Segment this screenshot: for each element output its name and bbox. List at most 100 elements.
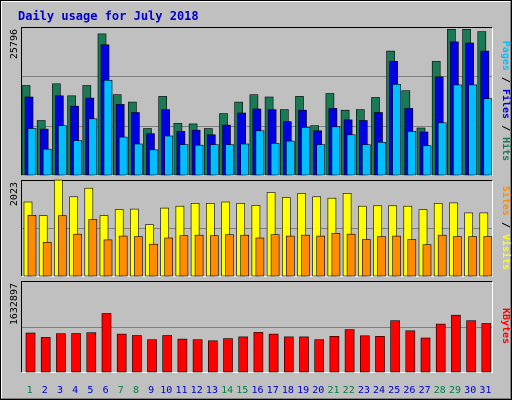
bar-pages-day-3 (58, 125, 67, 176)
bar-sites-day-16 (255, 237, 265, 277)
bar-pages-day-5 (88, 118, 98, 176)
bar-sites-day-25 (392, 235, 401, 277)
x-tick-label-day-22: 22 (343, 385, 355, 396)
x-tick-label-day-24: 24 (373, 385, 385, 396)
bar-kbytes-day-23 (359, 335, 370, 373)
bar-kbytes-day-3 (56, 333, 66, 373)
bar-sites-day-2 (42, 242, 52, 277)
x-tick-label-day-5: 5 (87, 385, 93, 396)
bar-kbytes-day-9 (147, 339, 157, 373)
bar-kbytes-day-30 (466, 320, 476, 373)
bar-pages-day-8 (134, 143, 143, 176)
bar-kbytes-day-29 (451, 314, 461, 373)
bar-sites-day-8 (134, 236, 143, 277)
bar-sites-day-4 (73, 233, 82, 277)
x-tick-label-day-17: 17 (267, 385, 279, 396)
plot-border-light-middle (21, 180, 493, 277)
bar-kbytes-day-31 (481, 323, 492, 373)
bar-sites-day-21 (331, 233, 341, 277)
bar-kbytes-day-14 (223, 338, 233, 373)
legend-separator: / (500, 216, 511, 234)
bar-sites-day-18 (285, 235, 295, 277)
x-tick-label-day-1: 1 (27, 385, 33, 396)
chart-title: Daily usage for July 2018 (18, 9, 199, 23)
bar-kbytes-day-1 (25, 332, 36, 373)
plot-border-dark-top (21, 27, 493, 176)
bar-sites-day-27 (422, 244, 432, 277)
max-value-label-top: 25796 (9, 29, 20, 59)
x-tick-label-day-18: 18 (282, 385, 294, 396)
x-tick-label-day-14: 14 (221, 385, 233, 396)
x-tick-label-day-4: 4 (72, 385, 78, 396)
x-tick-label-day-29: 29 (449, 385, 461, 396)
x-tick-label-day-19: 19 (297, 385, 309, 396)
bar-sites-day-20 (316, 235, 326, 277)
panel-bottom: 1632897 KBytes (9, 281, 511, 373)
legend-item-pages: Pages (500, 41, 511, 71)
bar-sites-day-22 (346, 233, 356, 277)
bar-sites-day-14 (225, 234, 234, 277)
x-tick-label-day-13: 13 (206, 385, 218, 396)
bar-sites-day-23 (361, 239, 371, 277)
bar-sites-day-29 (453, 236, 462, 277)
bar-kbytes-day-2 (40, 337, 51, 373)
plot-border-light-top (21, 27, 493, 176)
bar-sites-day-17 (270, 234, 280, 277)
x-tick-label-day-26: 26 (403, 385, 415, 396)
bar-sites-day-12 (194, 234, 204, 277)
legend-item-sites: Sites (500, 186, 512, 216)
bar-kbytes-day-7 (116, 333, 127, 373)
bar-kbytes-day-6 (101, 313, 112, 373)
bar-sites-day-31 (483, 236, 493, 277)
bar-sites-day-11 (179, 235, 189, 277)
bar-sites-day-15 (240, 234, 249, 277)
bar-pages-day-4 (73, 140, 82, 176)
bar-pages-day-21 (331, 126, 341, 176)
legend-middle: Sites / Visits (500, 186, 512, 270)
bar-kbytes-day-11 (177, 338, 188, 373)
bar-pages-day-15 (240, 143, 249, 176)
bar-pages-day-30 (468, 84, 477, 176)
x-tick-label-day-12: 12 (191, 385, 203, 396)
bar-pages-day-28 (437, 122, 447, 176)
max-value-label-middle: 2023 (9, 182, 20, 206)
bar-kbytes-day-4 (71, 333, 81, 373)
bar-pages-day-24 (377, 142, 386, 176)
bar-sites-day-5 (88, 219, 98, 277)
legend-item-files: Files (500, 89, 512, 119)
bar-pages-day-10 (164, 135, 173, 176)
x-tick-label-day-6: 6 (103, 385, 109, 396)
x-tick-label-day-27: 27 (419, 385, 431, 396)
bar-sites-day-10 (164, 237, 173, 277)
legend-item-kbytes: KBytes (500, 308, 511, 344)
bar-pages-day-11 (179, 144, 189, 176)
bar-kbytes-day-25 (390, 320, 400, 373)
bar-pages-day-16 (255, 130, 265, 176)
bar-kbytes-day-15 (238, 336, 248, 373)
plot-border-light-bottom (21, 281, 493, 373)
bar-pages-day-26 (407, 131, 417, 176)
bar-pages-day-19 (301, 127, 310, 176)
bar-kbytes-day-22 (344, 329, 355, 373)
bar-sites-day-30 (468, 236, 477, 277)
bar-sites-day-19 (301, 234, 310, 277)
bar-pages-day-7 (118, 136, 128, 176)
x-tick-label-day-11: 11 (175, 385, 187, 396)
plot-border-dark-bottom (21, 281, 493, 373)
bar-pages-day-20 (316, 144, 326, 176)
bar-sites-day-1 (27, 215, 37, 277)
bar-sites-day-7 (118, 235, 128, 277)
bar-pages-day-6 (103, 80, 113, 176)
bar-kbytes-day-10 (162, 335, 172, 373)
bar-pages-day-13 (210, 144, 219, 176)
bar-sites-day-26 (407, 239, 417, 277)
bar-kbytes-day-27 (420, 337, 431, 373)
x-tick-label-day-8: 8 (133, 385, 139, 396)
max-value-label-bottom: 1632897 (9, 283, 20, 325)
bar-sites-day-13 (210, 235, 219, 277)
bar-sites-day-24 (377, 236, 386, 277)
bar-kbytes-day-24 (375, 335, 385, 373)
